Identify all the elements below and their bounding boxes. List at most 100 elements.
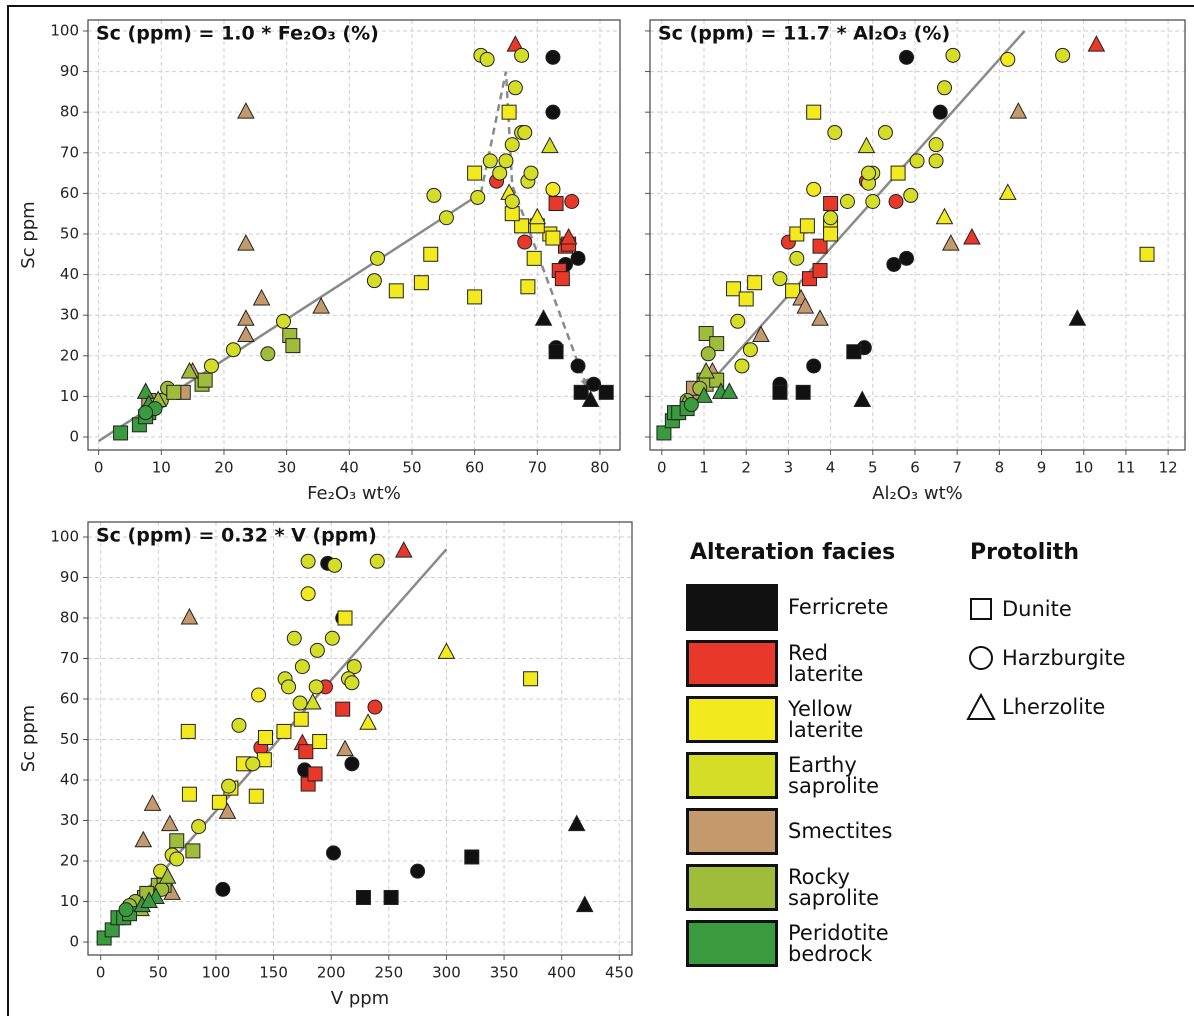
x-tick-label: 450 <box>605 964 634 982</box>
point <box>507 80 523 96</box>
point <box>1139 246 1155 262</box>
point <box>772 271 788 287</box>
point <box>1009 102 1028 119</box>
legend-label: Lherzolite <box>1002 694 1106 719</box>
y-tick-label: 0 <box>69 428 79 446</box>
point <box>355 889 371 905</box>
y-tick-label: 30 <box>60 811 79 829</box>
point <box>257 729 273 745</box>
point <box>245 756 261 772</box>
legend-icon <box>970 597 992 620</box>
plot-area <box>650 20 1185 450</box>
legend-marker <box>966 692 996 720</box>
legend-item: Earthy saprolite <box>686 752 916 799</box>
point <box>285 338 301 354</box>
legend-label: Rocky saprolite <box>788 864 879 910</box>
point <box>656 425 672 441</box>
chart-title: Sc (ppm) = 0.32 * V (ppm) <box>96 525 377 547</box>
x-tick-label: 0 <box>94 459 104 477</box>
panel: 0 10 20 30 40 50 60 70 80 90 100 0 10 20 30 40 50 60 70 80 S… <box>18 19 621 504</box>
point <box>903 187 919 203</box>
plot-area <box>88 522 632 955</box>
point <box>337 610 353 626</box>
point <box>827 124 843 140</box>
y-tick-label: 80 <box>60 103 79 121</box>
point <box>359 713 377 730</box>
x-tick-label: 40 <box>340 459 359 477</box>
x-axis-label: Fe₂O₃ wt% <box>307 483 401 504</box>
legend-swatch <box>686 696 778 743</box>
point <box>479 51 495 67</box>
y-tick-label: 0 <box>69 933 79 951</box>
point <box>423 246 439 262</box>
legend-label: Yellow laterite <box>788 696 864 742</box>
x-tick-label: 150 <box>259 964 288 982</box>
facies-legend: Alteration facies Ferricrete Red laterite… <box>686 538 916 976</box>
point <box>211 794 227 810</box>
panel: 0 10 20 30 40 50 60 70 80 90 100 0 50 100 150 200 250 300… <box>18 521 634 1009</box>
point <box>169 851 185 867</box>
point <box>225 342 241 358</box>
point <box>709 336 725 352</box>
point <box>166 384 182 400</box>
x-tick-label: 0 <box>657 459 667 477</box>
y-axis-label: Sc ppm <box>18 705 39 772</box>
point <box>899 49 915 65</box>
point <box>534 309 553 326</box>
x-tick-label: 50 <box>402 459 421 477</box>
y-tick-label: 30 <box>60 306 79 324</box>
point <box>598 384 614 400</box>
x-tick-label: 200 <box>317 964 346 982</box>
point <box>260 346 276 362</box>
point <box>237 234 255 251</box>
point <box>570 358 586 374</box>
y-axis-label: Sc ppm <box>18 201 39 268</box>
point <box>506 35 525 52</box>
point <box>928 137 944 153</box>
x-tick-label: 7 <box>952 459 962 477</box>
point <box>143 794 162 811</box>
point <box>237 309 255 326</box>
legend-label: Dunite <box>1002 596 1072 621</box>
legend-item: Harzburgite <box>966 633 1186 682</box>
x-tick-label: 20 <box>214 459 233 477</box>
plot-frame <box>87 19 621 451</box>
point <box>700 346 716 362</box>
legend-marker <box>969 645 993 670</box>
x-tick-label: 0 <box>96 964 106 982</box>
point <box>865 194 881 210</box>
point <box>1087 35 1106 52</box>
point <box>498 153 514 169</box>
legend-icon <box>969 645 993 670</box>
x-tick-label: 10 <box>1074 459 1093 477</box>
point <box>383 889 399 905</box>
legend-icon <box>966 692 996 720</box>
point <box>998 183 1017 200</box>
point <box>726 281 742 297</box>
point <box>324 630 340 646</box>
point <box>963 227 981 245</box>
trend-line <box>660 30 1026 438</box>
point <box>470 189 486 205</box>
point <box>248 788 264 804</box>
point <box>294 659 310 675</box>
legend-label: Harzburgite <box>1002 645 1126 670</box>
point <box>789 250 805 266</box>
point <box>683 397 699 413</box>
point <box>548 196 564 212</box>
point <box>941 234 960 251</box>
point <box>504 194 520 210</box>
point <box>369 553 385 569</box>
point <box>811 309 829 326</box>
x-tick-label: 3 <box>784 459 794 477</box>
point <box>138 405 154 421</box>
point <box>221 778 237 794</box>
x-tick-label: 70 <box>528 459 547 477</box>
y-tick-label: 60 <box>60 690 79 708</box>
point <box>573 384 589 400</box>
x-tick-label: 60 <box>465 459 484 477</box>
point <box>720 382 739 399</box>
legend-marker <box>970 597 992 620</box>
point <box>394 541 413 558</box>
point <box>517 124 533 140</box>
